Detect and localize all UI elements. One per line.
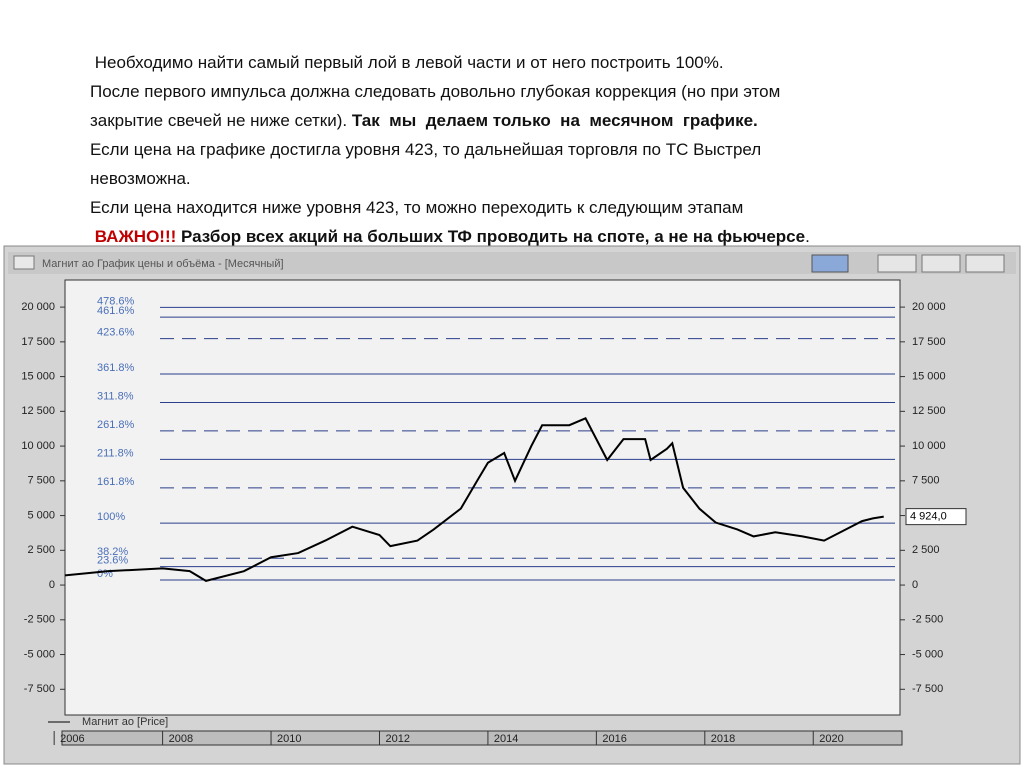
y-tick-label: -7 500 <box>24 683 55 695</box>
y-tick-label: 0 <box>912 579 918 591</box>
y-tick-label: 15 000 <box>912 370 946 382</box>
paragraph: ВАЖНО!!! Разбор всех акций на больших ТФ… <box>90 222 810 251</box>
chart-window: Магнит ао График цены и объёма - [Месячн… <box>3 245 1021 765</box>
y-tick-label: -5 000 <box>24 648 55 660</box>
y-tick-label: 15 000 <box>21 370 55 382</box>
y-tick-label: 2 500 <box>912 544 940 556</box>
fib-label: 211.8% <box>97 447 134 459</box>
y-tick-label: 10 000 <box>21 440 55 452</box>
text: Если цена на графике достигла уровня 423… <box>90 140 762 159</box>
fib-label: 423.6% <box>97 327 135 339</box>
x-tick-label: 2016 <box>602 733 626 745</box>
y-tick-label: -2 500 <box>912 614 943 626</box>
y-tick-label: -5 000 <box>912 648 943 660</box>
fib-label: 100% <box>97 511 125 523</box>
x-tick-label: 2012 <box>385 733 409 745</box>
x-tick-label: 2010 <box>277 733 301 745</box>
x-tick-label: 2018 <box>711 733 735 745</box>
y-tick-label: 10 000 <box>912 440 946 452</box>
legend-label: Магнит ао [Price] <box>82 716 168 728</box>
fib-label: 261.8% <box>97 419 135 431</box>
y-tick-label: 17 500 <box>912 336 946 348</box>
text: закрытие свечей не ниже сетки). <box>90 111 352 130</box>
price-box <box>905 508 967 526</box>
maximize-button[interactable] <box>921 254 961 273</box>
paragraph: невозможна. <box>90 164 810 193</box>
y-tick-label: -7 500 <box>912 683 943 695</box>
y-tick-label: 17 500 <box>21 336 55 348</box>
text: . <box>805 227 810 246</box>
y-tick-label: 0 <box>49 579 55 591</box>
fib-label: 38.2% <box>97 546 128 558</box>
text: ВАЖНО!!! <box>94 227 177 246</box>
link-button[interactable] <box>811 254 849 273</box>
paragraph: Необходимо найти самый первый лой в лево… <box>90 48 810 77</box>
y-tick-label: 20 000 <box>912 301 946 313</box>
x-tick-label: 2008 <box>169 733 193 745</box>
paragraph: Если цена находится ниже уровня 423, то … <box>90 193 810 222</box>
fib-label: 0% <box>97 568 113 580</box>
text-block: Необходимо найти самый первый лой в лево… <box>90 48 810 251</box>
icon <box>13 255 35 270</box>
fib-label: 478.6% <box>97 295 135 307</box>
last-price: 4 924,0 <box>910 511 947 523</box>
fib-label: 461.6% <box>97 305 135 317</box>
price-line <box>64 416 884 582</box>
fib-label: 161.8% <box>97 476 135 488</box>
text: Так мы делаем только на месячном графике… <box>351 111 758 130</box>
text: невозможна. <box>90 169 191 188</box>
text: Если цена находится ниже уровня 423, то … <box>90 198 744 217</box>
fib-label: 361.8% <box>97 362 135 374</box>
paragraph: После первого импульса должна следовать … <box>90 77 810 106</box>
y-tick-label: 7 500 <box>912 475 940 487</box>
y-tick-label: 20 000 <box>21 301 55 313</box>
x-tick-label: 2014 <box>494 733 518 745</box>
minimize-button[interactable] <box>877 254 917 273</box>
y-tick-label: 5 000 <box>27 509 55 521</box>
close-button[interactable] <box>965 254 1005 273</box>
y-tick-label: -2 500 <box>24 614 55 626</box>
plot-area <box>64 279 901 716</box>
fib-label: 23.6% <box>97 555 128 567</box>
y-tick-label: 12 500 <box>912 405 946 417</box>
paragraph: закрытие свечей не ниже сетки). Так мы д… <box>90 106 810 135</box>
y-tick-label: 12 500 <box>21 405 55 417</box>
text: Разбор всех акций на больших ТФ проводит… <box>176 227 806 246</box>
x-tick-label: 2020 <box>819 733 843 745</box>
y-tick-label: 7 500 <box>27 475 55 487</box>
text: После первого импульса должна следовать … <box>90 82 781 101</box>
title-bar <box>8 252 1016 274</box>
text: Необходимо найти самый первый лой в лево… <box>94 53 724 72</box>
window-title: Магнит ао График цены и объёма - [Месячн… <box>42 258 284 270</box>
fib-label: 311.8% <box>97 390 134 402</box>
x-tick-label: 2006 <box>60 733 84 745</box>
paragraph: Если цена на графике достигла уровня 423… <box>90 135 810 164</box>
y-tick-label: 2 500 <box>27 544 55 556</box>
time-axis <box>61 730 903 746</box>
left-axis: 20 000 17 500 15 000 12 500 10 000 7 500 5 000… <box>21 301 55 695</box>
